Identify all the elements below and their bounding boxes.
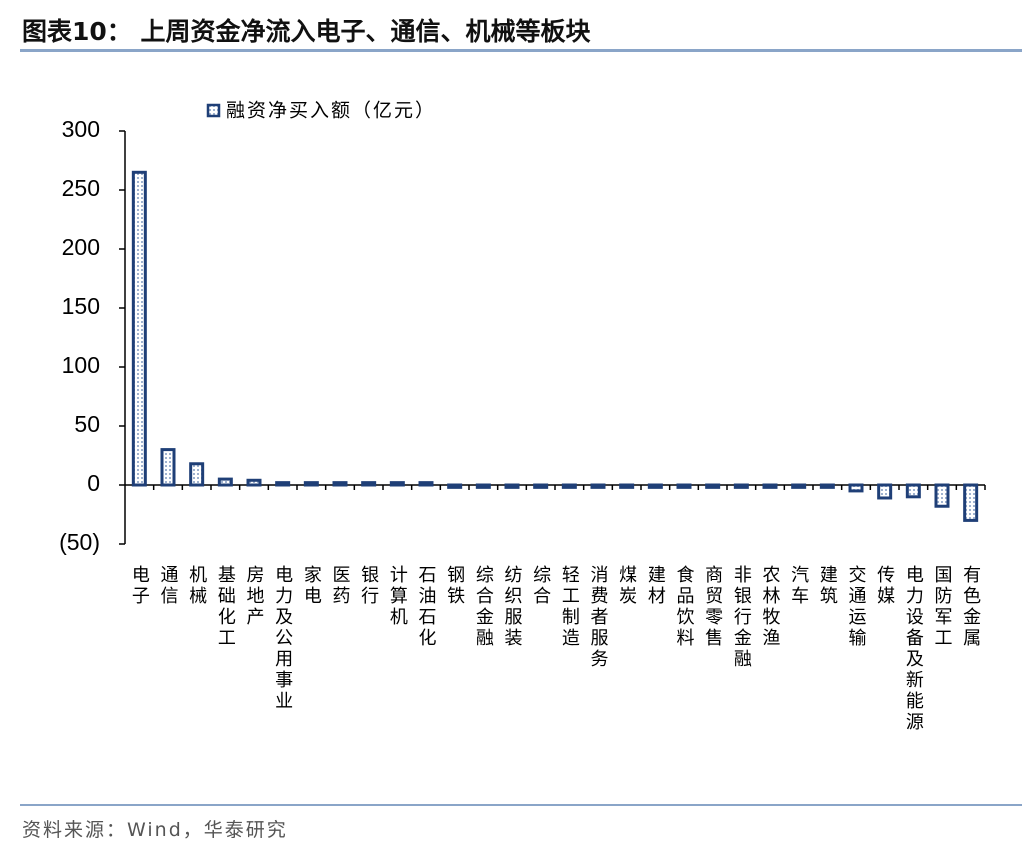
y-tick-label: 300 [62, 116, 100, 142]
bar [934, 483, 950, 508]
divider [20, 804, 1022, 806]
x-tick-label: 医药 [330, 565, 351, 607]
legend-label: 融资净买入额（亿元） [226, 100, 436, 122]
bar [905, 483, 921, 499]
bar [246, 478, 262, 487]
bar [533, 483, 549, 489]
x-tick-label: 通信 [158, 565, 179, 607]
bar [705, 483, 721, 489]
bar [160, 448, 176, 487]
x-tick-label: 非银行金融 [731, 565, 752, 670]
bar [389, 481, 405, 487]
bar [504, 483, 520, 489]
bar [418, 481, 434, 487]
bar [303, 481, 319, 487]
y-tick-label: 0 [87, 470, 100, 496]
x-tick-label: 钢铁 [444, 565, 465, 607]
x-tick-label: 汽车 [788, 565, 809, 607]
x-tick-label: 基础化工 [215, 565, 236, 649]
x-tick-label: 农林牧渔 [760, 565, 781, 649]
bar [189, 462, 205, 487]
bar [561, 483, 577, 489]
x-tick-label: 家电 [301, 565, 322, 607]
x-tick-label: 综合金融 [473, 565, 494, 649]
x-tick-label: 银行 [358, 565, 379, 607]
title: 图表10： 上周资金净流入电子、通信、机械等板块 [22, 17, 591, 46]
x-tick-label: 食品饮料 [674, 565, 695, 649]
bar [361, 481, 377, 487]
bar [590, 483, 606, 489]
x-tick-label: 房地产 [244, 565, 265, 628]
bar [447, 483, 463, 489]
x-tick-label: 传媒 [874, 565, 895, 607]
x-tick-label: 计算机 [387, 565, 408, 628]
bar [819, 483, 835, 489]
y-tick-label: (50) [59, 529, 100, 555]
chart: (50) 0 50 100 150 200 250 300 融资净买入额（亿元） 电子 通信 机械 基础… [59, 100, 986, 733]
bar [791, 483, 807, 489]
x-tick-label: 国防军工 [932, 565, 953, 649]
y-tick-label: 200 [62, 234, 100, 260]
x-tick-label: 电力设备及新能源 [903, 565, 924, 733]
bar [877, 483, 893, 500]
x-tick-label: 石油石化 [416, 565, 437, 649]
x-tick-label: 电力及公用事业 [272, 565, 293, 712]
bar [475, 483, 491, 489]
y-tick-label: 150 [62, 293, 100, 319]
x-tick-label: 有色金属 [960, 565, 981, 649]
bar [762, 483, 778, 489]
bar [848, 483, 864, 493]
bar [963, 483, 979, 522]
x-tick-label: 建筑 [817, 565, 838, 607]
x-tick-label: 建材 [645, 565, 666, 607]
x-tick-label: 纺织服装 [502, 565, 523, 649]
x-tick-label: 综合 [530, 565, 551, 607]
x-tick-label: 商贸零售 [702, 565, 723, 649]
bar [733, 483, 749, 489]
x-tick-label: 电子 [129, 565, 150, 607]
divider [20, 49, 1022, 52]
legend-swatch [206, 103, 221, 118]
source: 资料来源：Wind，华泰研究 [22, 819, 288, 841]
bar [332, 481, 348, 487]
x-tick-label: 消费者服务 [588, 565, 609, 670]
x-tick-label: 交通运输 [846, 565, 867, 649]
y-tick-label: 250 [62, 175, 100, 201]
y-tick-label: 50 [74, 411, 100, 437]
bar [275, 481, 291, 487]
x-tick-label: 轻工制造 [559, 565, 580, 649]
bar [619, 483, 635, 489]
y-tick-label: 100 [62, 352, 100, 378]
x-tick-label: 机械 [186, 565, 207, 607]
bar [131, 170, 147, 487]
bar [647, 483, 663, 489]
bar [217, 477, 233, 487]
bar [676, 483, 692, 489]
x-tick-label: 煤炭 [616, 565, 637, 607]
